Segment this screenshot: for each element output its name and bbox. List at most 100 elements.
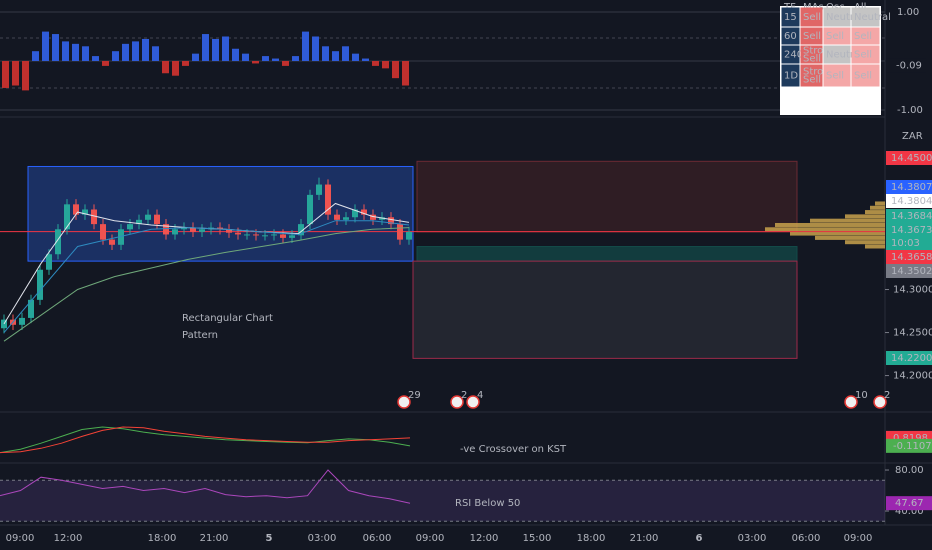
candle-body: [154, 214, 160, 225]
histogram-bar: [162, 61, 169, 74]
candle-body: [199, 229, 205, 232]
table-cell-text: Sell: [854, 31, 872, 42]
histogram-bar: [332, 51, 339, 61]
histogram-bar: [92, 56, 99, 61]
current-price-label: 14.36732: [891, 225, 932, 236]
rsi-annotation: RSI Below 50: [455, 498, 520, 509]
price-tag: [886, 250, 932, 264]
candle-body: [163, 224, 169, 235]
price-tag: [886, 264, 932, 278]
candle-body: [64, 204, 70, 230]
table-cell-text: 1D: [784, 71, 798, 82]
volume-profile-bar: [845, 214, 885, 219]
kst-tag-label: 0.8198: [893, 433, 928, 444]
rsi-line: [0, 469, 411, 504]
histogram-bar: [322, 46, 329, 61]
price-tag-label: 14.22000: [891, 353, 932, 364]
kst-tag-label: -0.1107: [893, 441, 932, 452]
pattern-box: [412, 260, 798, 359]
event-count: 2: [461, 390, 467, 401]
histogram-bar: [32, 51, 39, 61]
histogram-bar: [62, 41, 69, 61]
x-tick-label: 18:00: [148, 533, 177, 544]
volume-profile-bar: [775, 222, 885, 227]
x-tick-label: 21:00: [630, 533, 659, 544]
current-tag: [886, 58, 926, 73]
volume-profile-bar: [870, 205, 885, 210]
histogram-bar: [262, 56, 269, 61]
histogram-bar: [152, 46, 159, 61]
histogram-bar: [122, 43, 129, 61]
table-cell: [800, 7, 823, 27]
histogram-bar: [382, 61, 389, 69]
candle-body: [316, 184, 322, 195]
rsi-tag: [886, 496, 932, 511]
price-tag-label: 14.38073: [891, 182, 932, 193]
table-cell-text: Neutral: [826, 50, 863, 61]
current-price-tag: [886, 223, 932, 250]
moving-average: [3, 220, 410, 333]
event-icon: [397, 395, 411, 409]
x-tick-label: 06:00: [363, 533, 392, 544]
histogram-bar: [252, 61, 259, 64]
candle-body: [37, 269, 43, 300]
x-tick-label: 09:00: [6, 533, 35, 544]
x-tick-label: 06:00: [792, 533, 821, 544]
x-tick-label: 12:00: [470, 533, 499, 544]
candle-body: [280, 234, 286, 238]
price-tag-label: 14.35022: [891, 266, 932, 277]
event-icon: [873, 395, 887, 409]
moving-average: [3, 227, 410, 342]
candle-body: [343, 217, 349, 220]
histogram-bar: [292, 56, 299, 61]
candle-body: [244, 234, 250, 236]
candle-body: [46, 254, 52, 270]
table-cell-text: 15: [784, 12, 797, 23]
candle-body: [289, 235, 295, 238]
rsi-band: [0, 480, 885, 522]
candle-body: [298, 224, 304, 236]
x-tick-label: 15:00: [523, 533, 552, 544]
table-cell-text: Sell: [826, 31, 844, 42]
currency-label: ZAR: [902, 131, 923, 142]
kst-line: [0, 426, 411, 454]
volume-profile-bar: [865, 244, 885, 249]
histogram-bar: [302, 31, 309, 61]
table-cell-text: Sell: [854, 71, 872, 82]
candle-body: [334, 214, 340, 220]
table-cell-text: Sell: [854, 50, 872, 61]
pattern-box: [416, 160, 798, 233]
y-tick-label: 14.30000: [893, 285, 932, 296]
histogram-bar: [192, 53, 199, 61]
candle-body: [271, 234, 277, 236]
price-tag: [886, 194, 932, 208]
candle-body: [388, 217, 394, 225]
candle-body: [136, 219, 142, 225]
histogram-bar: [172, 61, 179, 76]
candle-body: [181, 227, 187, 230]
table-cell: [800, 64, 823, 87]
histogram-bar: [392, 61, 399, 79]
table-cell: [851, 27, 880, 45]
price-tag-label: 14.36847: [891, 211, 932, 222]
x-tick-label: 12:00: [54, 533, 83, 544]
candle-body: [91, 209, 97, 225]
candle-body: [190, 227, 196, 232]
event-icon: [844, 395, 858, 409]
histogram-bar: [342, 46, 349, 61]
annotation: Rectangular Chart: [182, 313, 273, 324]
histogram-bar: [72, 43, 79, 61]
rsi-tag-label: 47.67: [895, 498, 924, 509]
histogram-bar: [12, 61, 19, 86]
price-tag: [886, 151, 932, 165]
y-tick-label: 1.00: [897, 7, 919, 18]
histogram-bar: [282, 61, 289, 66]
price-tag: [886, 209, 932, 223]
kst-line: [0, 426, 411, 454]
table-cell: [851, 45, 880, 64]
table-cell: [823, 64, 851, 87]
volume-profile-bar: [765, 227, 885, 232]
x-tick-label: 21:00: [200, 533, 229, 544]
